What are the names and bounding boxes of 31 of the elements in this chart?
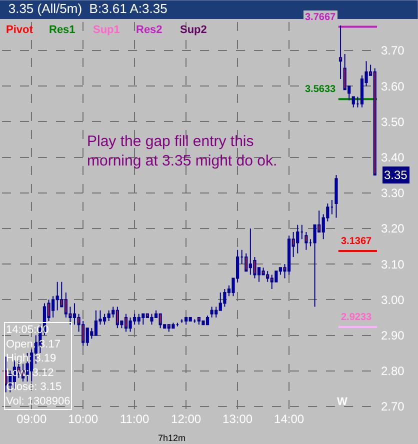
annotation: Res2 bbox=[136, 24, 162, 36]
y-tick-label: 3.60 bbox=[381, 79, 405, 94]
x-tick-label: 12:00 bbox=[171, 412, 202, 426]
x-tick-label: 09:00 bbox=[16, 412, 47, 426]
ref-line-label: 3.5633 bbox=[305, 84, 336, 95]
y-tick-label: 3.00 bbox=[381, 292, 405, 307]
text: 7h12m bbox=[158, 433, 186, 443]
annotation: Sup2 bbox=[180, 24, 207, 36]
chart-title: 3.35 (All/5m) B:3.61 A:3.35 bbox=[8, 1, 168, 16]
y-tick-label: 2.70 bbox=[381, 400, 405, 414]
y-tick-label: 3.40 bbox=[381, 150, 405, 164]
annotation: Sup1 bbox=[93, 24, 120, 36]
ref-line-label: 2.9233 bbox=[341, 312, 372, 323]
annotation: Res1 bbox=[49, 24, 76, 36]
y-tick-label: 3.30 bbox=[381, 186, 405, 200]
y-tick-label: 2.90 bbox=[381, 328, 405, 342]
ref-line-label: 3.1367 bbox=[341, 236, 372, 247]
x-tick-label: 10:00 bbox=[68, 412, 98, 426]
x-tick-label: 11:00 bbox=[120, 412, 150, 426]
y-tick-label: 3.70 bbox=[381, 44, 405, 58]
y-tick-label: 2.80 bbox=[381, 364, 405, 378]
annotation: Pivot bbox=[6, 24, 34, 36]
annotation: Play the gap fill entry this morning at 3.35 might do ok. bbox=[87, 133, 278, 170]
x-tick-label: 14:00 bbox=[274, 412, 304, 426]
annotation: 3.35 bbox=[384, 168, 408, 182]
y-tick-label: 3.50 bbox=[381, 114, 405, 129]
annotation: W bbox=[337, 396, 348, 408]
y-tick-label: 3.10 bbox=[381, 257, 405, 272]
y-tick-label: 3.20 bbox=[381, 222, 405, 236]
x-tick-label: 13:00 bbox=[222, 412, 253, 426]
ref-line-label: 3.7667 bbox=[305, 12, 336, 23]
